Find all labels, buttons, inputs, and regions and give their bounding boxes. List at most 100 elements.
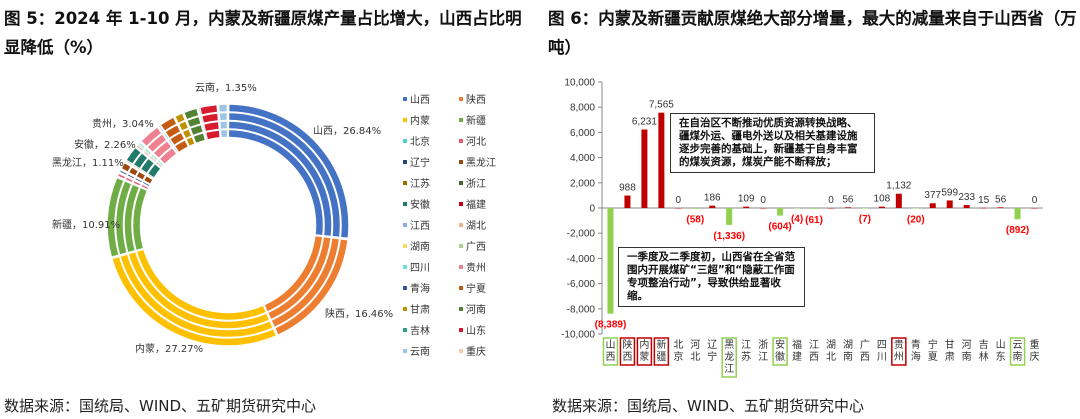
y-tick-label: -10,000 bbox=[561, 330, 595, 341]
data-label-江苏: 109 bbox=[738, 194, 755, 205]
data-label-河南: 233 bbox=[958, 192, 975, 203]
bar-青海 bbox=[912, 208, 919, 209]
svg-text:江: 江 bbox=[809, 339, 819, 351]
svg-text:江: 江 bbox=[758, 351, 768, 363]
legend-swatch bbox=[459, 223, 463, 227]
svg-text:京: 京 bbox=[673, 350, 683, 363]
donut-slice-甘肃 bbox=[186, 137, 195, 146]
donut-slice-山西 bbox=[229, 104, 349, 238]
donut-slice-陕西 bbox=[275, 239, 348, 335]
x-tick-label-重庆: 重庆 bbox=[1030, 338, 1040, 363]
svg-text:东: 东 bbox=[996, 350, 1006, 363]
category-highlight-box bbox=[602, 337, 619, 366]
x-tick-label-湖北: 湖北 bbox=[826, 339, 836, 363]
svg-text:湖: 湖 bbox=[843, 339, 853, 351]
legend-swatch bbox=[403, 118, 407, 122]
legend-swatch bbox=[459, 265, 463, 269]
donut-slice-贵州 bbox=[160, 148, 176, 164]
y-tick-label: -2,000 bbox=[567, 229, 596, 240]
svg-text:南: 南 bbox=[1013, 350, 1023, 363]
x-tick-label-甘肃: 甘肃 bbox=[945, 338, 955, 363]
legend-swatch bbox=[459, 307, 463, 311]
data-label-宁夏: 377 bbox=[924, 190, 941, 201]
data-label-内蒙: 6,231 bbox=[632, 116, 657, 127]
data-label-云南: (892) bbox=[1006, 225, 1029, 236]
svg-text:贵: 贵 bbox=[894, 338, 904, 351]
legend-item-四川: 四川 bbox=[410, 263, 430, 274]
data-label-河北: (58) bbox=[686, 215, 704, 226]
legend-item-北京: 北京 bbox=[410, 135, 430, 148]
category-highlight-box bbox=[772, 337, 788, 366]
x-tick-label-青海: 青海 bbox=[911, 338, 921, 363]
y-tick-label: -8,000 bbox=[567, 304, 596, 315]
svg-text:川: 川 bbox=[877, 352, 887, 363]
x-tick-label-云南: 云南 bbox=[1013, 340, 1023, 363]
bar-湖北 bbox=[827, 208, 834, 209]
category-highlight-box bbox=[653, 337, 670, 366]
legend-item-湖北: 湖北 bbox=[466, 220, 486, 232]
x-tick-label-广西: 广西 bbox=[860, 339, 870, 363]
svg-text:山: 山 bbox=[605, 339, 615, 351]
donut-slice-宁夏 bbox=[175, 140, 188, 152]
legend-swatch bbox=[403, 181, 407, 185]
svg-text:湖: 湖 bbox=[826, 339, 836, 351]
donut-slice-山西 bbox=[229, 121, 332, 236]
y-tick-label: 2,000 bbox=[570, 178, 595, 189]
svg-text:蒙: 蒙 bbox=[639, 350, 649, 363]
svg-text:新: 新 bbox=[656, 338, 666, 351]
legend-item-甘肃: 甘肃 bbox=[410, 303, 430, 316]
data-label-浙江: 0 bbox=[760, 195, 766, 206]
svg-text:陕: 陕 bbox=[622, 338, 632, 351]
legend-swatch bbox=[459, 160, 463, 164]
svg-text:河: 河 bbox=[962, 339, 972, 351]
svg-text:四: 四 bbox=[877, 340, 887, 351]
svg-text:河: 河 bbox=[690, 339, 700, 351]
svg-text:江: 江 bbox=[724, 363, 734, 375]
legend-swatch bbox=[403, 244, 407, 248]
bar-重庆 bbox=[1031, 208, 1038, 209]
donut-slice-陕西 bbox=[271, 238, 339, 327]
svg-text:吉: 吉 bbox=[979, 339, 989, 351]
legend-item-重庆: 重庆 bbox=[466, 345, 486, 358]
legend-item-宁夏: 宁夏 bbox=[466, 282, 486, 295]
bar-辽宁 bbox=[709, 205, 716, 208]
donut-slice-内蒙 bbox=[112, 257, 276, 346]
legend-item-山西: 山西 bbox=[410, 94, 430, 106]
svg-text:浙: 浙 bbox=[758, 339, 768, 351]
donut-slice-内蒙 bbox=[120, 254, 273, 337]
data-label-山西: 山西，26.84% bbox=[313, 125, 381, 137]
donut-slice-新疆 bbox=[116, 181, 132, 255]
donut-slice-河北 bbox=[126, 177, 133, 182]
svg-text:宁: 宁 bbox=[707, 350, 717, 363]
bar-吉林 bbox=[980, 207, 987, 209]
svg-text:西: 西 bbox=[809, 352, 819, 363]
x-tick-label-新疆: 新疆 bbox=[656, 338, 666, 363]
legend-swatch bbox=[459, 202, 463, 206]
x-tick-label-安徽: 安徽 bbox=[775, 338, 785, 363]
data-label-湖南: 56 bbox=[842, 194, 854, 205]
legend-swatch bbox=[459, 118, 463, 122]
svg-text:甘: 甘 bbox=[945, 338, 955, 351]
data-label-重庆: 0 bbox=[1032, 195, 1038, 206]
legend-item-江西: 江西 bbox=[410, 220, 430, 232]
donut-slice-宁夏 bbox=[170, 133, 184, 145]
svg-text:宁: 宁 bbox=[928, 338, 938, 351]
x-tick-label-内蒙: 内蒙 bbox=[639, 338, 649, 363]
data-label-四川: 108 bbox=[874, 194, 891, 205]
svg-text:海: 海 bbox=[911, 350, 921, 363]
legend-item-贵州: 贵州 bbox=[466, 261, 486, 274]
x-tick-label-陕西: 陕西 bbox=[622, 338, 632, 363]
x-tick-label-四川: 四川 bbox=[877, 340, 887, 363]
donut-slice-河南 bbox=[184, 108, 199, 119]
left-source: 数据来源：国统局、WIND、五矿期货研究中心 bbox=[4, 397, 317, 415]
donut-slice-黑龙江 bbox=[121, 163, 131, 172]
svg-text:南: 南 bbox=[962, 350, 972, 363]
bar-内蒙 bbox=[641, 129, 648, 208]
data-label-安徽: 安徽，2.26% bbox=[74, 138, 136, 151]
legend-item-黑龙江: 黑龙江 bbox=[466, 156, 496, 169]
annotation-xinjiang: 在自治区不断推动优质资源转换战略、疆煤外运、疆电外送以及相关基建设施逐步完善的基… bbox=[670, 113, 875, 173]
donut-slice-安徽 bbox=[141, 159, 154, 173]
svg-text:广: 广 bbox=[860, 339, 870, 351]
data-label-广西: (7) bbox=[859, 214, 871, 225]
svg-text:龙: 龙 bbox=[724, 350, 734, 363]
